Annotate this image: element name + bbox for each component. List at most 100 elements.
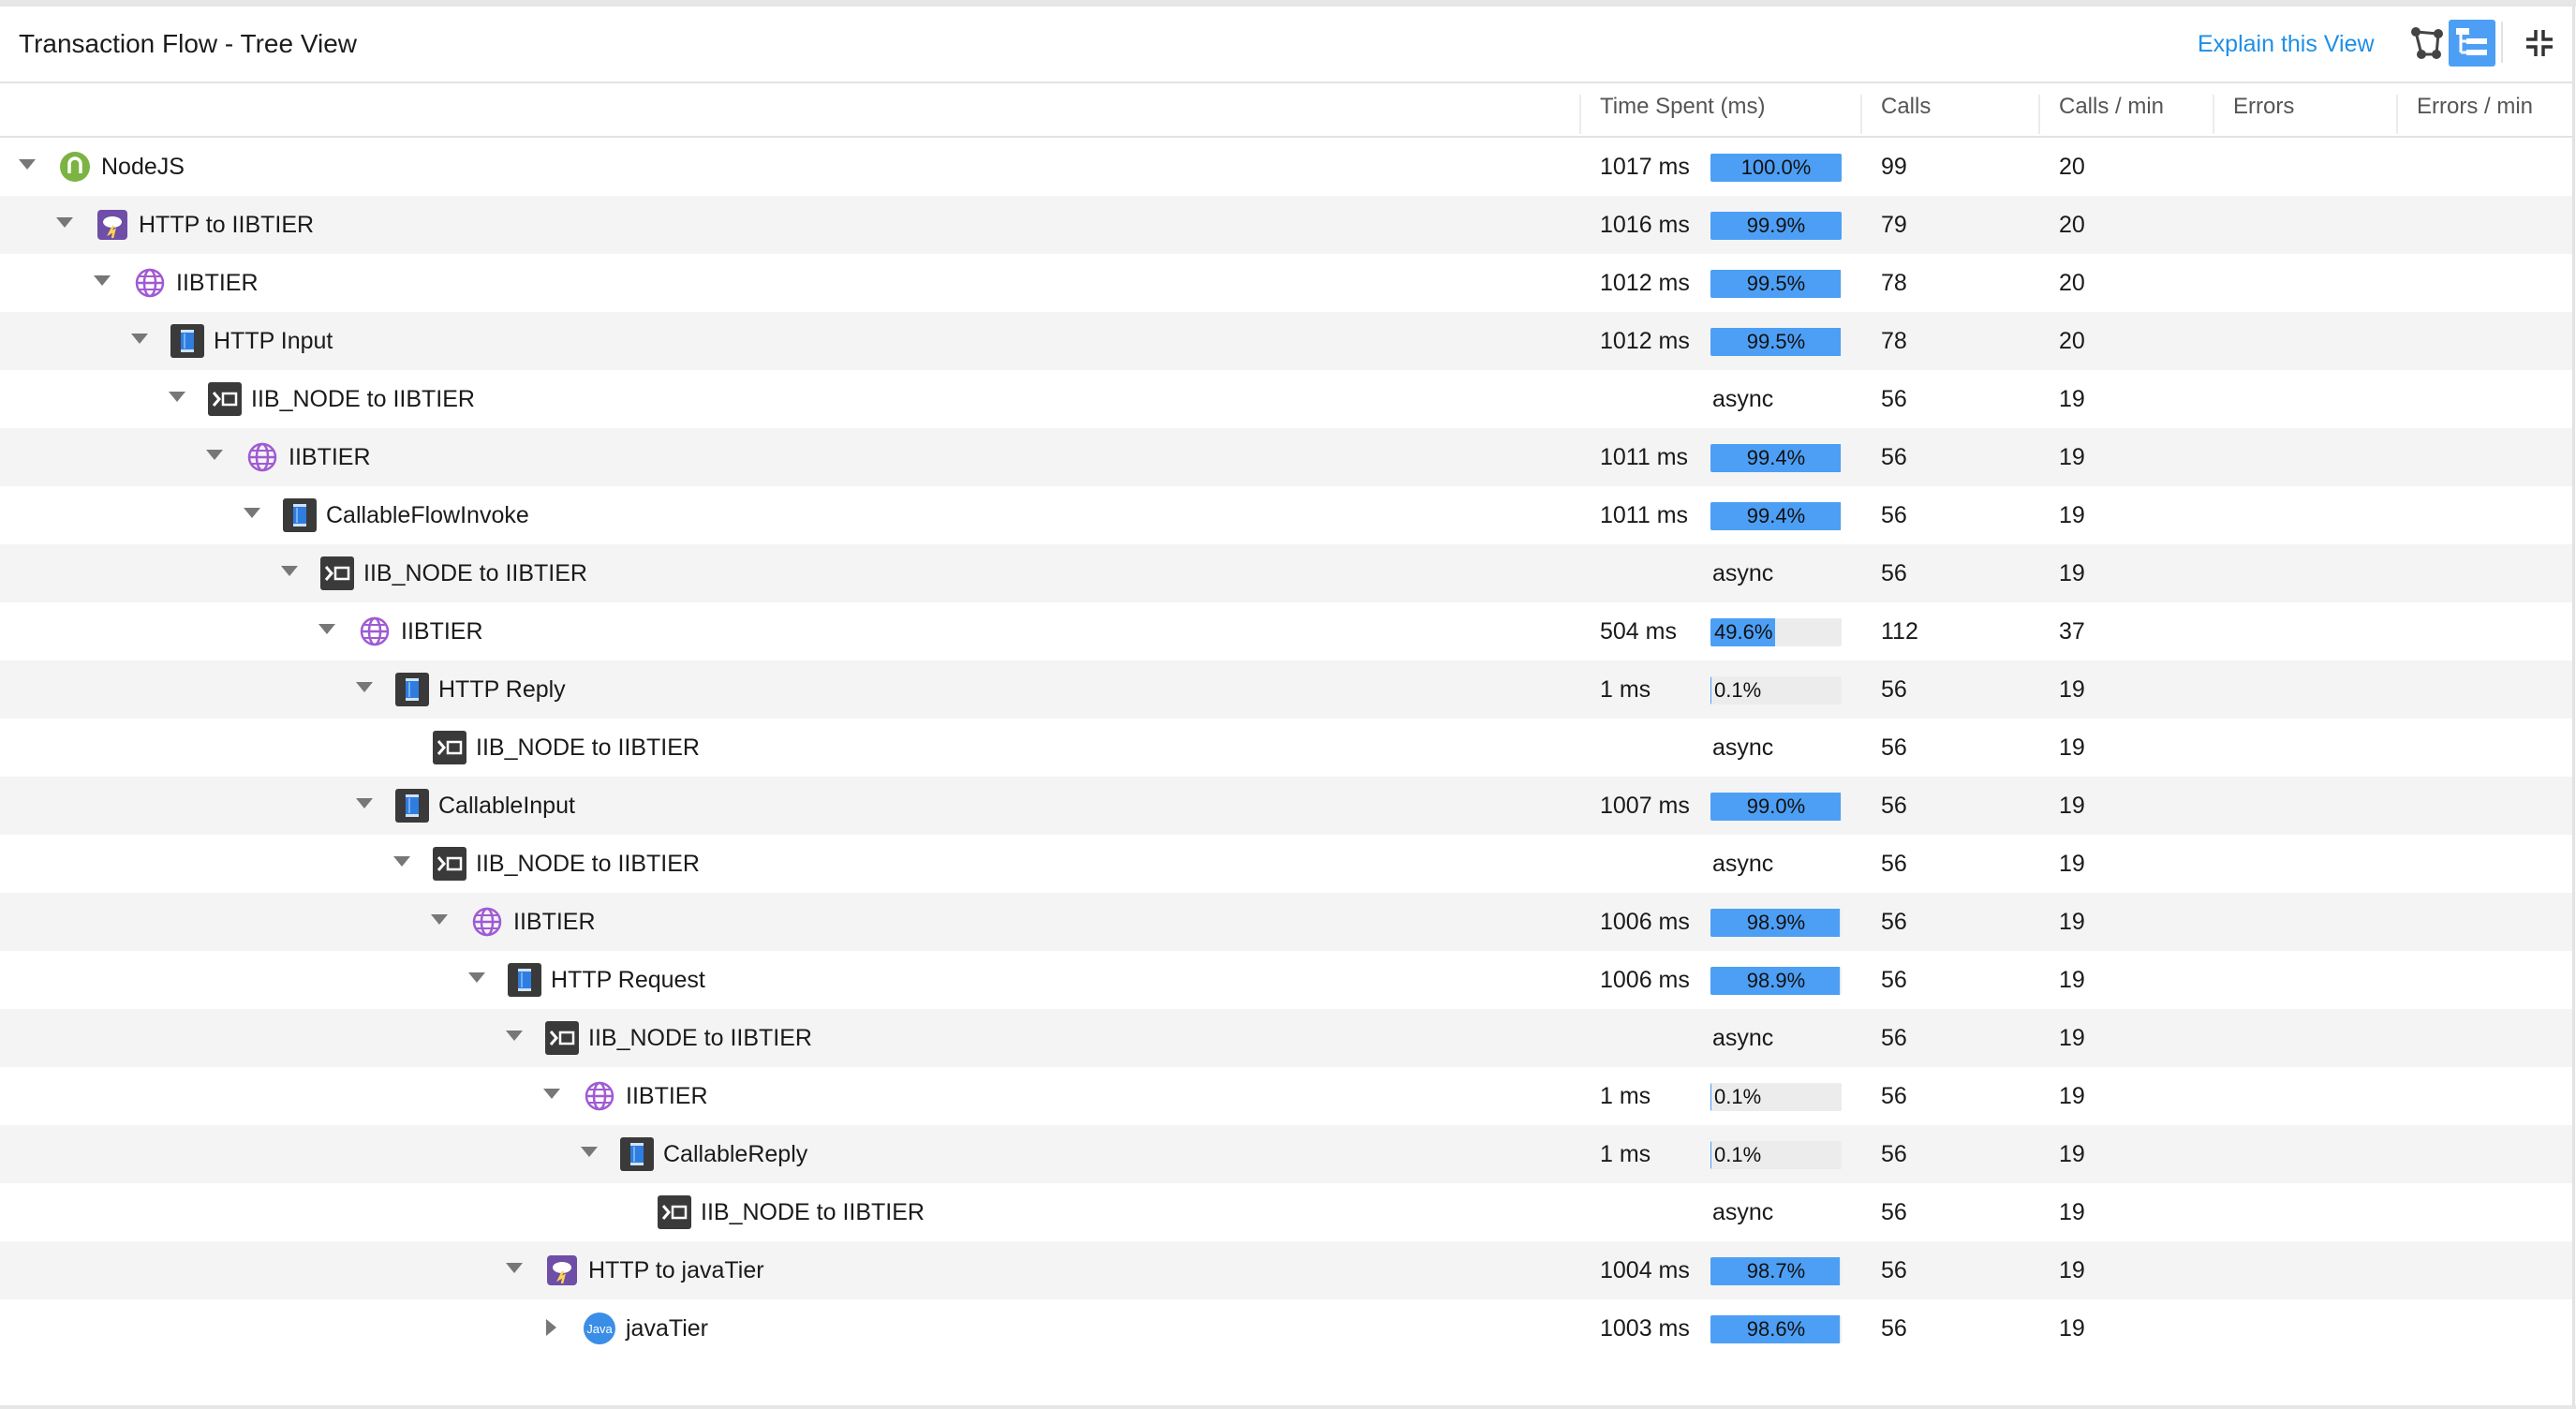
tree-row[interactable]: IIB_NODE to IIBTIER async 56 19	[0, 544, 2572, 602]
tree-row[interactable]: IIBTIER 1011 ms 99.4% 56 19	[0, 428, 2572, 486]
collapse-caret-icon[interactable]	[468, 972, 485, 983]
tree-row[interactable]: HTTP Input 1012 ms 99.5% 78 20	[0, 312, 2572, 370]
tree-row[interactable]: IIB_NODE to IIBTIER async 56 19	[0, 835, 2572, 893]
collapse-caret-icon[interactable]	[244, 508, 260, 518]
time-percent-label: 99.4%	[1746, 446, 1806, 469]
tree-row[interactable]: HTTP Request 1006 ms 98.9% 56 19	[0, 951, 2572, 1009]
node-label[interactable]: IIBTIER	[289, 444, 371, 470]
collapse-caret-icon[interactable]	[318, 624, 335, 634]
node-label[interactable]: CallableInput	[438, 793, 575, 819]
calls-per-min-value: 37	[2059, 617, 2085, 645]
time-spent-value: 504 ms	[1600, 617, 1677, 645]
node-label[interactable]: IIBTIER	[626, 1083, 708, 1109]
collapse-caret-icon[interactable]	[169, 392, 185, 402]
time-percent-fill	[1710, 618, 1776, 646]
calls-per-min-value: 19	[2059, 559, 2085, 586]
node-label[interactable]: NodeJS	[101, 154, 185, 180]
tree-row[interactable]: CallableInput 1007 ms 99.0% 56 19	[0, 777, 2572, 835]
graph-view-button[interactable]	[2404, 20, 2450, 67]
collapse-caret-icon[interactable]	[19, 159, 36, 170]
collapse-caret-icon[interactable]	[356, 682, 373, 692]
collapse-caret-icon[interactable]	[581, 1147, 598, 1157]
column-time-spent[interactable]: Time Spent (ms)	[1579, 95, 1864, 134]
column-calls-per-min[interactable]: Calls / min	[2038, 95, 2213, 134]
time-percent-bar: 98.7%	[1710, 1257, 1842, 1285]
tree-row[interactable]: IIB_NODE to IIBTIER async 56 19	[0, 719, 2572, 777]
tree-row[interactable]: IIBTIER 1006 ms 98.9% 56 19	[0, 893, 2572, 951]
explain-this-view-link[interactable]: Explain this View	[2198, 31, 2375, 57]
tree-row[interactable]: HTTP to javaTier 1004 ms 98.7% 56 19	[0, 1241, 2572, 1299]
node-label[interactable]: IIBTIER	[176, 270, 259, 296]
node-label[interactable]: IIB_NODE to IIBTIER	[588, 1025, 812, 1051]
calls-per-min-value: 19	[2059, 1140, 2085, 1167]
collapse-caret-icon[interactable]	[431, 914, 448, 925]
collapse-caret-icon[interactable]	[94, 275, 111, 286]
collapse-caret-icon[interactable]	[281, 566, 298, 576]
tree-row[interactable]: IIBTIER 1012 ms 99.5% 78 20	[0, 254, 2572, 312]
node-label[interactable]: HTTP Input	[214, 328, 333, 354]
node-label[interactable]: CallableFlowInvoke	[326, 502, 529, 528]
node-label[interactable]: HTTP to javaTier	[588, 1257, 764, 1283]
tree-row[interactable]: Java javaTier 1003 ms 98.6% 56 19	[0, 1299, 2572, 1357]
node-label[interactable]: CallableReply	[663, 1141, 808, 1167]
tree-row[interactable]: IIB_NODE to IIBTIER async 56 19	[0, 1183, 2572, 1241]
tree-view-button[interactable]	[2449, 20, 2495, 67]
calls-value: 112	[1881, 617, 1918, 645]
node-label[interactable]: HTTP Request	[551, 967, 705, 993]
tree-row[interactable]: NodeJS 1017 ms 100.0% 99 20	[0, 138, 2572, 196]
tree-row[interactable]: CallableReply 1 ms 0.1% 56 19	[0, 1125, 2572, 1183]
column-errors-per-min[interactable]: Errors / min	[2396, 95, 2572, 134]
calls-value: 78	[1881, 269, 1907, 296]
column-calls[interactable]: Calls	[1860, 95, 2038, 134]
calls-per-min-value: 19	[2059, 501, 2085, 528]
time-percent-label: 0.1%	[1714, 678, 1762, 702]
tree-row[interactable]: HTTP Reply 1 ms 0.1% 56 19	[0, 660, 2572, 719]
flow-node-icon	[395, 789, 429, 823]
column-errors[interactable]: Errors	[2213, 95, 2396, 134]
calls-value: 56	[1881, 1198, 1907, 1225]
collapse-caret-icon[interactable]	[506, 1031, 523, 1041]
node-label[interactable]: HTTP Reply	[438, 676, 566, 703]
collapse-caret-icon[interactable]	[56, 217, 73, 228]
calls-per-min-value: 20	[2059, 153, 2085, 180]
node-label[interactable]: IIB_NODE to IIBTIER	[363, 560, 587, 586]
tree-row[interactable]: IIB_NODE to IIBTIER async 56 19	[0, 1009, 2572, 1067]
exit-call-icon	[208, 382, 242, 416]
time-percent-fill	[1710, 1315, 1841, 1343]
node-label[interactable]: HTTP to IIBTIER	[139, 212, 315, 238]
node-label[interactable]: IIB_NODE to IIBTIER	[251, 386, 475, 412]
tree-row[interactable]: IIBTIER 504 ms 49.6% 112 37	[0, 602, 2572, 660]
flow-node-icon	[170, 324, 204, 358]
tier-globe-icon	[583, 1079, 616, 1113]
calls-per-min-value: 19	[2059, 1198, 2085, 1225]
collapse-button[interactable]	[2516, 20, 2563, 67]
node-label[interactable]: javaTier	[626, 1315, 708, 1342]
calls-per-min-value: 19	[2059, 792, 2085, 819]
time-percent-bar: 98.6%	[1710, 1315, 1842, 1343]
tree-row[interactable]: IIBTIER 1 ms 0.1% 56 19	[0, 1067, 2572, 1125]
time-percent-fill	[1710, 909, 1841, 937]
node-label[interactable]: IIBTIER	[401, 618, 483, 645]
tree-row[interactable]: CallableFlowInvoke 1011 ms 99.4% 56 19	[0, 486, 2572, 544]
node-label[interactable]: IIB_NODE to IIBTIER	[476, 734, 700, 761]
calls-per-min-value: 19	[2059, 675, 2085, 703]
calls-per-min-value: 19	[2059, 1082, 2085, 1109]
time-percent-bar: 100.0%	[1710, 154, 1842, 182]
time-spent-value: 1011 ms	[1600, 501, 1689, 528]
top-divider	[0, 0, 2576, 7]
collapse-caret-icon[interactable]	[356, 798, 373, 808]
time-percent-fill	[1710, 444, 1842, 472]
collapse-caret-icon[interactable]	[206, 450, 223, 460]
collapse-caret-icon[interactable]	[506, 1263, 523, 1273]
tree-row[interactable]: IIB_NODE to IIBTIER async 56 19	[0, 370, 2572, 428]
node-label[interactable]: IIB_NODE to IIBTIER	[476, 851, 700, 877]
calls-value: 56	[1881, 1314, 1907, 1342]
expand-caret-icon[interactable]	[546, 1319, 556, 1336]
node-label[interactable]: IIB_NODE to IIBTIER	[701, 1199, 925, 1225]
collapse-caret-icon[interactable]	[131, 334, 148, 344]
collapse-caret-icon[interactable]	[543, 1089, 560, 1099]
collapse-caret-icon[interactable]	[393, 856, 410, 867]
tree-row[interactable]: HTTP to IIBTIER 1016 ms 99.9% 79 20	[0, 196, 2572, 254]
time-percent-label: 99.0%	[1746, 794, 1806, 818]
node-label[interactable]: IIBTIER	[513, 909, 596, 935]
